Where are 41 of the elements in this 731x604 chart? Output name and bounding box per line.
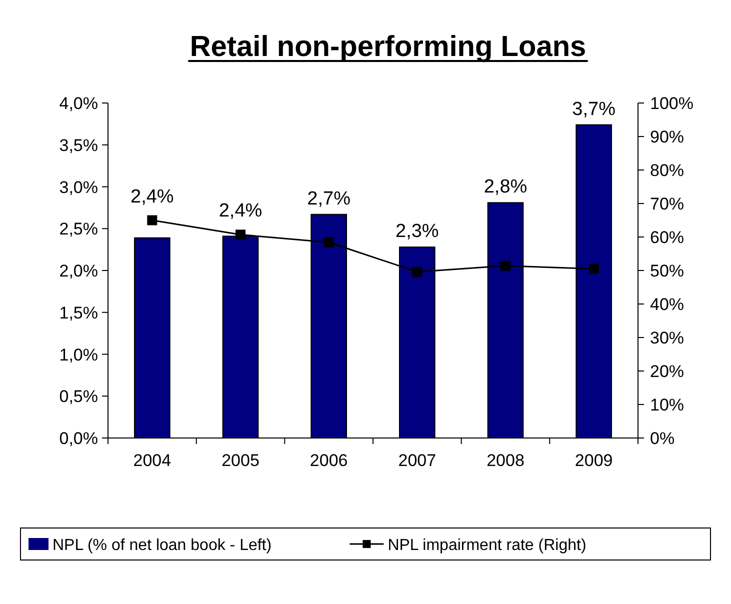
x-tick-label: 2006 (310, 451, 348, 470)
y2-tick-label: 10% (650, 396, 684, 414)
y-tick-label: 0,5% (59, 387, 98, 406)
chart-title: Retail non-performing Loans (190, 31, 586, 63)
y2-tick-label: 30% (650, 328, 684, 348)
y-tick-label: 4,0% (59, 94, 98, 113)
data-label: 2,4% (130, 186, 174, 208)
point (412, 266, 422, 277)
y-tick-label: 1,0% (59, 345, 98, 364)
x-tick-label: 2008 (486, 451, 524, 470)
data-label: 2,4% (218, 200, 262, 222)
y2-tick-label: 80% (650, 161, 684, 180)
y2-tick-label: 40% (650, 295, 684, 314)
y-tick-label: 0,0% (59, 429, 98, 448)
y-tick-label: 3,5% (59, 136, 98, 155)
data-label: 2,8% (484, 176, 528, 198)
y-tick-label: 2,5% (59, 220, 98, 239)
x-tick-label: 2005 (222, 451, 260, 470)
point (236, 230, 246, 240)
data-label: 2,3% (396, 221, 439, 242)
data-label: 3,7% (572, 98, 616, 120)
y2-tick-label: 50% (650, 262, 684, 280)
x-tick-label: 2007 (398, 451, 436, 470)
point (500, 260, 510, 271)
x-tick-label: 2009 (574, 451, 613, 470)
point (147, 215, 158, 226)
x-tick-label: 2004 (133, 451, 172, 470)
point (588, 264, 599, 274)
y-tick-label: 2,0% (59, 262, 98, 280)
y-tick-label: 3,0% (59, 178, 98, 197)
y-tick-label: 1,5% (59, 303, 98, 322)
y2-tick-label: 60% (650, 228, 684, 247)
y2-tick-label: 20% (650, 362, 684, 381)
point (324, 237, 334, 248)
data-label: 2,7% (307, 188, 351, 210)
legend-label: NPL impairment rate (Right) (388, 537, 586, 554)
legend-label: NPL (% of net loan book - Left) (52, 537, 272, 554)
y2-tick-label: 70% (650, 194, 684, 214)
y2-tick-label: 100% (650, 94, 694, 113)
y2-tick-label: 90% (650, 128, 684, 146)
y2-tick-label: 0% (650, 429, 675, 448)
